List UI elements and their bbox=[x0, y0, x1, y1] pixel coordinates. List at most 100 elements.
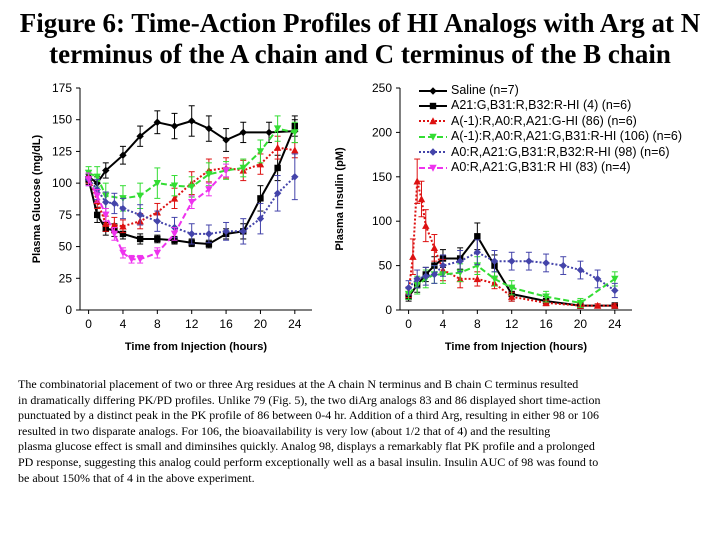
caption-line: resulted in two disparate analogs. For 1… bbox=[18, 423, 551, 438]
x-tick-label: 16 bbox=[539, 317, 553, 331]
data-point bbox=[508, 284, 516, 292]
data-point bbox=[474, 233, 481, 240]
legend-marker bbox=[429, 86, 437, 95]
x-tick-label: 24 bbox=[288, 317, 302, 331]
data-point bbox=[136, 256, 144, 263]
y-tick-label: 75 bbox=[59, 208, 73, 222]
data-point bbox=[102, 198, 110, 206]
legend-label: Saline (n=7) bbox=[451, 83, 519, 97]
legend-marker bbox=[429, 133, 437, 141]
y-tick-label: 0 bbox=[385, 303, 392, 317]
series-line bbox=[87, 146, 295, 228]
legend-marker bbox=[429, 102, 437, 110]
data-point bbox=[593, 301, 602, 309]
data-point bbox=[239, 164, 247, 172]
data-point bbox=[473, 275, 482, 283]
data-point bbox=[273, 143, 282, 151]
data-point bbox=[127, 256, 136, 263]
data-point bbox=[205, 186, 213, 194]
data-point bbox=[430, 244, 439, 252]
data-point bbox=[273, 125, 282, 133]
data-point bbox=[239, 128, 247, 137]
legend-item: A0:R,A21:G,B31:R HI (83) (n=4) bbox=[418, 160, 682, 175]
data-point bbox=[456, 269, 464, 277]
series bbox=[84, 105, 299, 190]
data-point bbox=[257, 195, 264, 202]
data-point bbox=[409, 253, 417, 260]
data-point bbox=[102, 220, 110, 227]
data-point bbox=[439, 261, 447, 270]
data-point bbox=[256, 160, 265, 168]
x-tick-label: 0 bbox=[85, 317, 92, 331]
legend-item: Saline (n=7) bbox=[418, 83, 682, 98]
data-point bbox=[93, 173, 101, 181]
y-tick-label: 175 bbox=[52, 81, 72, 95]
data-point bbox=[205, 240, 213, 248]
data-point bbox=[291, 146, 299, 154]
y-tick-label: 100 bbox=[372, 214, 392, 228]
data-point bbox=[102, 211, 110, 219]
y-tick-label: 125 bbox=[52, 144, 72, 158]
data-point bbox=[490, 275, 499, 283]
data-point bbox=[205, 230, 213, 238]
data-point bbox=[422, 272, 430, 280]
legend-label: A21:G,B31:R,B32:R-HI (4) (n=6) bbox=[451, 98, 632, 113]
data-point bbox=[473, 262, 482, 270]
data-point bbox=[205, 171, 213, 178]
data-point bbox=[222, 227, 230, 236]
legend-item: A21:G,B31:R,B32:R-HI (4) (n=6) bbox=[418, 98, 682, 113]
data-point bbox=[542, 259, 550, 267]
x-tick-label: 12 bbox=[185, 317, 199, 331]
data-point bbox=[413, 275, 421, 283]
data-point bbox=[188, 198, 196, 206]
data-point bbox=[170, 230, 179, 238]
y-tick-label: 150 bbox=[52, 113, 72, 127]
data-point bbox=[291, 173, 299, 181]
legend-swatch bbox=[419, 86, 447, 95]
data-point bbox=[256, 214, 265, 223]
data-point bbox=[102, 166, 110, 175]
series-line bbox=[407, 180, 615, 307]
data-point bbox=[473, 248, 482, 256]
data-point bbox=[84, 176, 93, 184]
series bbox=[84, 163, 230, 264]
data-point bbox=[170, 194, 179, 202]
data-point bbox=[611, 275, 619, 283]
legend-label: A0:R,A21:G,B31:R,B32:R-HI (98) (n=6) bbox=[451, 144, 670, 159]
data-point bbox=[119, 204, 127, 213]
legend-marker bbox=[429, 164, 437, 172]
x-tick-label: 24 bbox=[608, 317, 622, 331]
data-point bbox=[119, 222, 127, 230]
y-tick-label: 150 bbox=[372, 170, 392, 184]
y-tick-label: 25 bbox=[59, 271, 73, 285]
legend-swatch bbox=[419, 117, 447, 125]
data-point bbox=[93, 192, 101, 200]
data-point bbox=[576, 299, 585, 307]
data-point bbox=[222, 167, 230, 175]
data-point bbox=[170, 182, 179, 190]
data-point bbox=[222, 136, 230, 144]
data-point bbox=[559, 261, 567, 270]
data-point bbox=[576, 266, 585, 274]
data-point bbox=[525, 257, 533, 265]
legend-swatch bbox=[419, 133, 447, 141]
data-point bbox=[593, 275, 602, 283]
data-point bbox=[136, 132, 144, 140]
data-point bbox=[205, 124, 213, 133]
caption-line: be about 150% that of 4 in the above exp… bbox=[18, 470, 255, 485]
data-point bbox=[136, 192, 144, 200]
figure-title: Figure 6: Time-Action Profiles of HI Ana… bbox=[0, 8, 720, 70]
caption-line: The combinatorial placement of two or th… bbox=[18, 377, 579, 391]
data-point bbox=[154, 235, 161, 243]
data-point bbox=[274, 164, 281, 172]
data-point bbox=[239, 227, 247, 236]
glucose-chart: 0 25 50 75 100 125 150 175 0 4 8 12 16 20 24 Time from … bbox=[31, 81, 312, 353]
data-point bbox=[265, 128, 273, 137]
legend-marker bbox=[429, 148, 437, 156]
legend-label: A(-1):R,A0:R,A21:G,B31:R-HI (106) (n=6) bbox=[451, 129, 682, 144]
caption-line: plasma glucose effect is small and dimin… bbox=[18, 439, 595, 454]
x-tick-label: 4 bbox=[120, 317, 127, 331]
data-point bbox=[404, 284, 413, 292]
legend-label: A(-1):R,A0:R,A21:G-HI (86) (n=6) bbox=[451, 113, 637, 128]
